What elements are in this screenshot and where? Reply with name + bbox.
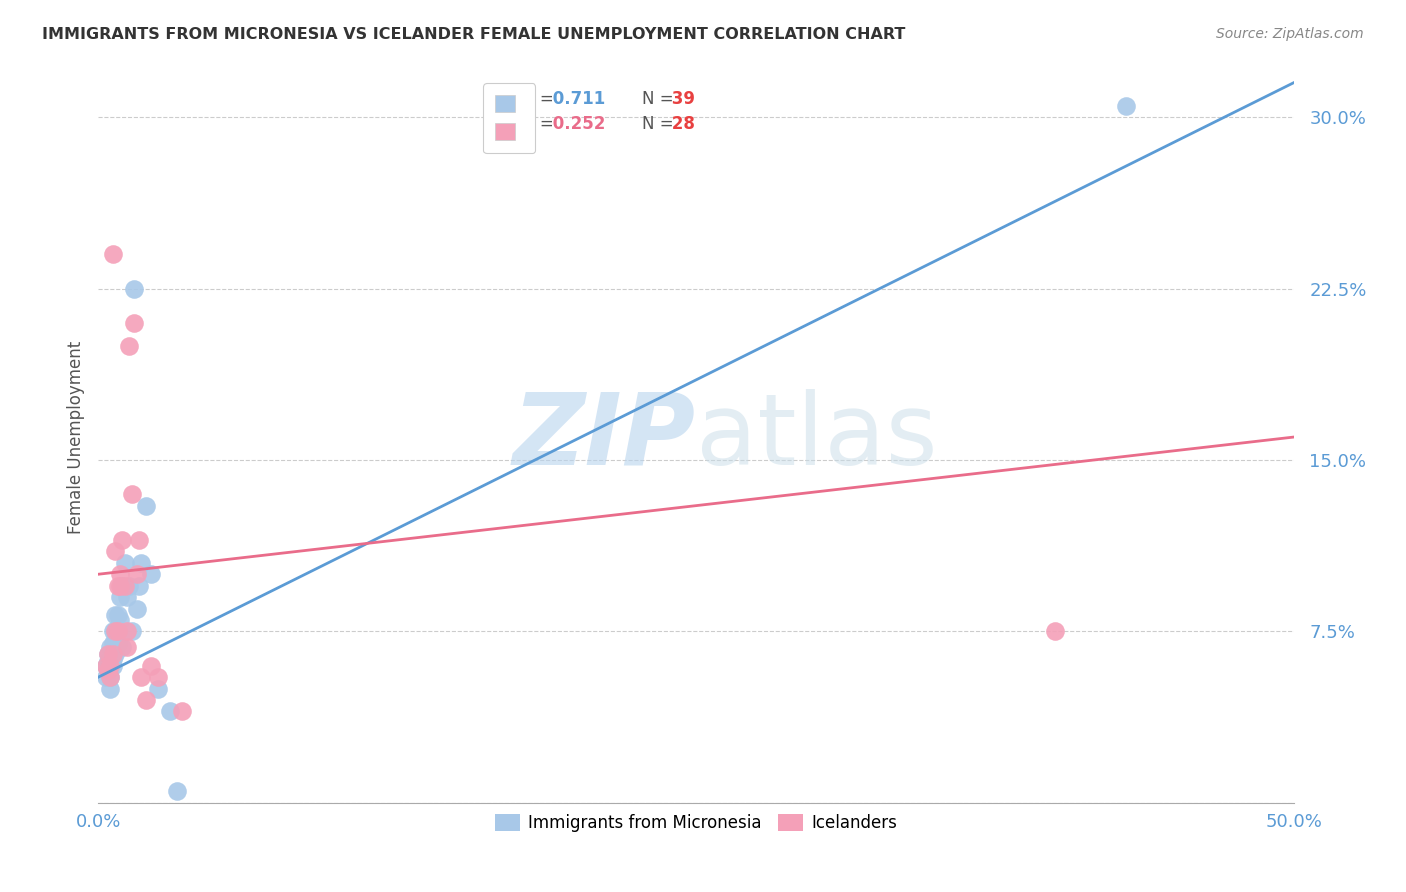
Point bbox=[115, 590, 138, 604]
Text: 0.252: 0.252 bbox=[547, 115, 605, 133]
Point bbox=[107, 624, 129, 639]
Point bbox=[131, 556, 153, 570]
Text: 39: 39 bbox=[666, 90, 695, 108]
Text: N =: N = bbox=[643, 115, 679, 133]
Text: N =: N = bbox=[643, 90, 679, 108]
Text: 0.711: 0.711 bbox=[547, 90, 605, 108]
Point bbox=[104, 544, 127, 558]
Point bbox=[172, 705, 194, 719]
Point bbox=[115, 640, 138, 655]
Point bbox=[108, 590, 131, 604]
Point bbox=[101, 647, 124, 661]
Point bbox=[108, 567, 131, 582]
Point bbox=[1115, 98, 1137, 112]
Point bbox=[139, 567, 162, 582]
Point bbox=[121, 487, 143, 501]
Point bbox=[111, 579, 134, 593]
Point bbox=[97, 647, 120, 661]
Point bbox=[124, 281, 146, 295]
Point bbox=[148, 670, 170, 684]
Point bbox=[115, 624, 138, 639]
Point bbox=[98, 681, 122, 696]
Point bbox=[94, 658, 117, 673]
Text: R =: R = bbox=[523, 115, 558, 133]
Point bbox=[108, 579, 131, 593]
Point bbox=[97, 647, 120, 661]
Point bbox=[104, 647, 127, 661]
Point bbox=[98, 670, 122, 684]
Point bbox=[135, 693, 157, 707]
Point bbox=[148, 681, 170, 696]
Point bbox=[111, 533, 134, 547]
Y-axis label: Female Unemployment: Female Unemployment bbox=[66, 341, 84, 533]
Point bbox=[1043, 624, 1066, 639]
Point bbox=[108, 613, 131, 627]
Text: atlas: atlas bbox=[696, 389, 938, 485]
Point bbox=[139, 658, 162, 673]
Point bbox=[125, 567, 148, 582]
Point bbox=[114, 556, 136, 570]
Text: R =: R = bbox=[523, 90, 558, 108]
Point bbox=[107, 624, 129, 639]
Legend: Immigrants from Micronesia, Icelanders: Immigrants from Micronesia, Icelanders bbox=[488, 807, 904, 838]
Point bbox=[128, 579, 150, 593]
Point bbox=[97, 663, 120, 677]
Point bbox=[107, 579, 129, 593]
Point bbox=[135, 499, 157, 513]
Point bbox=[101, 652, 124, 666]
Point bbox=[104, 608, 127, 623]
Point bbox=[97, 654, 120, 668]
Point bbox=[159, 705, 181, 719]
Point bbox=[94, 658, 117, 673]
Text: IMMIGRANTS FROM MICRONESIA VS ICELANDER FEMALE UNEMPLOYMENT CORRELATION CHART: IMMIGRANTS FROM MICRONESIA VS ICELANDER … bbox=[42, 27, 905, 42]
Point bbox=[98, 640, 122, 655]
Point bbox=[124, 316, 146, 330]
Point bbox=[101, 658, 124, 673]
Point bbox=[101, 624, 124, 639]
Point bbox=[114, 579, 136, 593]
Point bbox=[98, 670, 122, 684]
Point bbox=[121, 624, 143, 639]
Text: Source: ZipAtlas.com: Source: ZipAtlas.com bbox=[1216, 27, 1364, 41]
Point bbox=[98, 658, 122, 673]
Point bbox=[98, 654, 122, 668]
Text: ZIP: ZIP bbox=[513, 389, 696, 485]
Point bbox=[97, 663, 120, 677]
Point bbox=[101, 636, 124, 650]
Point bbox=[107, 636, 129, 650]
Point bbox=[128, 533, 150, 547]
Point bbox=[118, 579, 141, 593]
Point bbox=[101, 247, 124, 261]
Point bbox=[118, 338, 141, 352]
Point bbox=[125, 601, 148, 615]
Point bbox=[104, 624, 127, 639]
Point bbox=[131, 670, 153, 684]
Point bbox=[111, 640, 134, 655]
Point bbox=[107, 608, 129, 623]
Point bbox=[166, 784, 188, 798]
Text: 28: 28 bbox=[666, 115, 695, 133]
Point bbox=[98, 658, 122, 673]
Point bbox=[104, 640, 127, 655]
Point bbox=[104, 624, 127, 639]
Point bbox=[94, 670, 117, 684]
